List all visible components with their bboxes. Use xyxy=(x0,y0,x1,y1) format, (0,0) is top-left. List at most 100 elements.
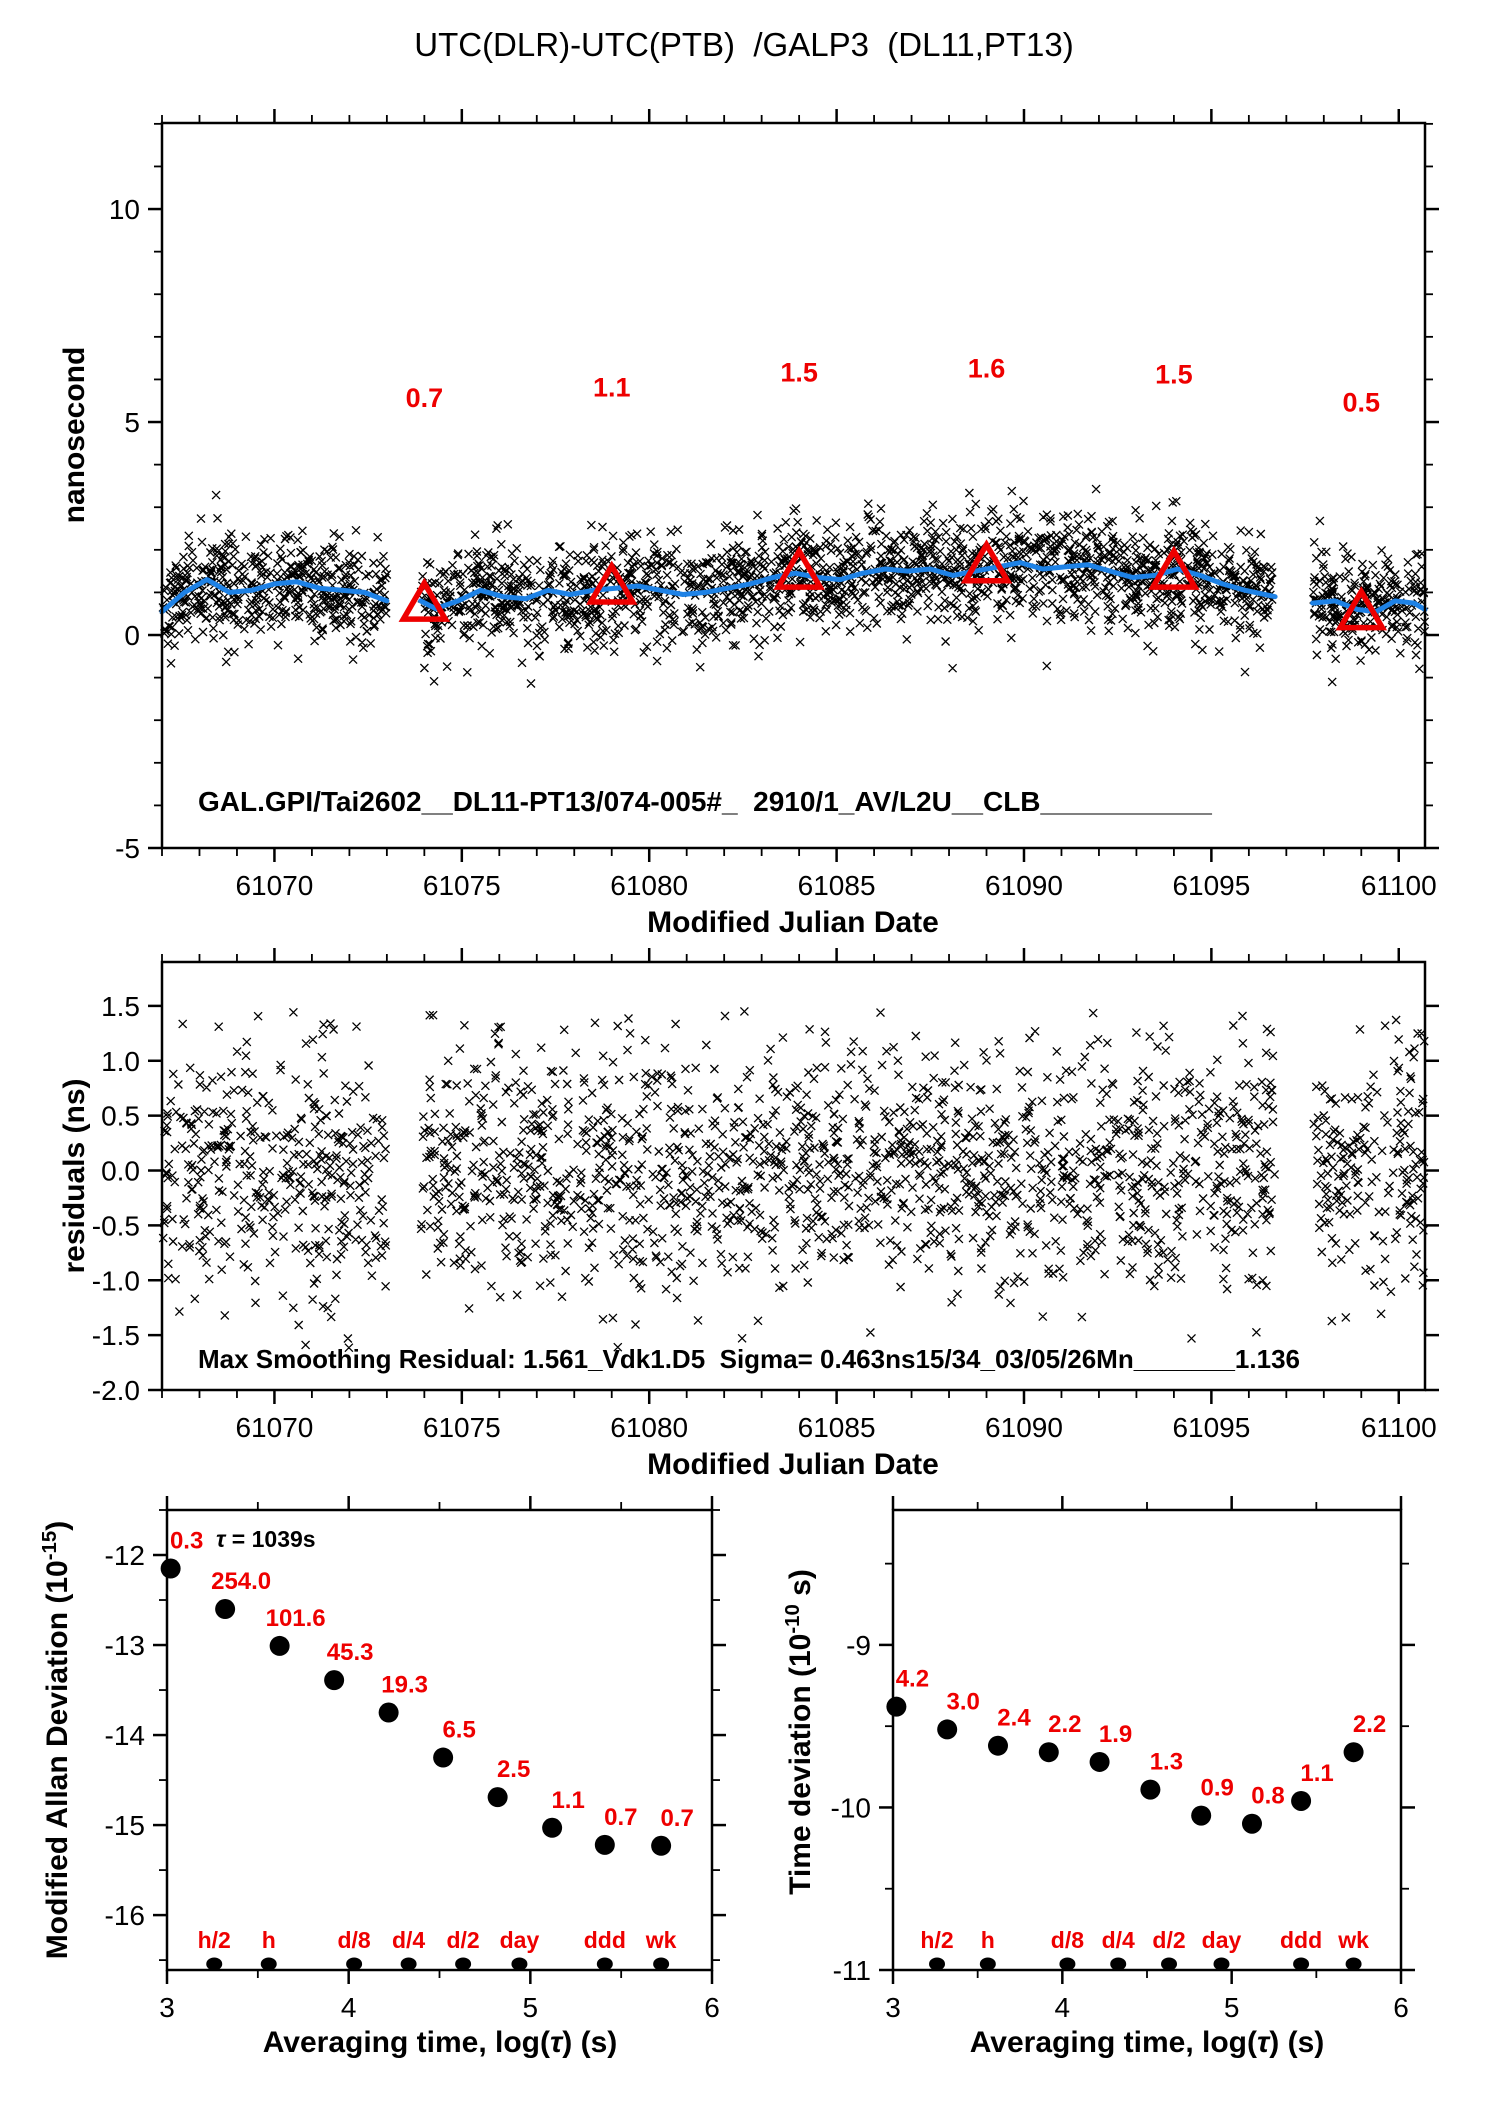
tdev-y-axis-label-pre: Time deviation (10 xyxy=(784,1633,817,1895)
phase-ticks xyxy=(148,109,1439,862)
phase-calibration-triangle xyxy=(1148,545,1200,590)
mdev-x-axis-label-tau: τ xyxy=(550,2026,563,2059)
phase-triangle-value-label: 0.7 xyxy=(406,383,444,413)
mdev-y-axis-label: Modified Allan Deviation (10-15) xyxy=(39,1521,75,1959)
residuals-y-tick-label: 0.5 xyxy=(101,1101,140,1132)
tdev-x-tick-label: 3 xyxy=(885,1992,901,2023)
mdev-y-tick-label: -16 xyxy=(105,1900,145,1931)
tdev-data-point xyxy=(937,1719,958,1740)
mdev-period-label: d/4 xyxy=(392,1927,425,1953)
residuals-y-tick-label: -1.0 xyxy=(92,1265,140,1296)
tdev-period-dot xyxy=(1293,1957,1310,1971)
residuals-y-tick-label: -1.5 xyxy=(92,1320,140,1351)
tdev-period-label: wk xyxy=(1337,1927,1369,1953)
tdev-period-dot xyxy=(1345,1957,1362,1971)
mdev-period-dot xyxy=(596,1957,613,1971)
phase-y-tick-label: 10 xyxy=(109,194,140,225)
mdev-period-dot xyxy=(260,1957,277,1971)
mdev-period-dot xyxy=(346,1957,363,1971)
residuals-x-tick-label: 61080 xyxy=(610,1412,688,1443)
phase-y-axis-label: nanosecond xyxy=(58,346,91,524)
residuals-minor-ticks xyxy=(161,954,1363,1398)
tdev-minor-ticks xyxy=(885,1502,1409,1978)
residuals-y-axis-label: residuals (ns) xyxy=(58,1078,91,1274)
mdev-point-value-label: 6.5 xyxy=(442,1717,475,1744)
mdev-x-tick-label: 5 xyxy=(523,1992,539,2023)
mdev-point-value-label: 45.3 xyxy=(327,1639,374,1666)
residuals-y-tick-label: 1.5 xyxy=(101,991,140,1022)
tdev-y-tick-label: -9 xyxy=(846,1630,871,1661)
mdev-x-axis-label-pre: Averaging time, log( xyxy=(262,2026,550,2059)
mdev-period-label: day xyxy=(500,1927,540,1953)
mdev-period-dot xyxy=(400,1957,417,1971)
phase-calibration-triangle xyxy=(585,560,638,605)
tdev-period-dot xyxy=(1110,1957,1127,1971)
mdev-data-point xyxy=(215,1599,236,1620)
residuals-annotation: Max Smoothing Residual: 1.561_Vdk1.D5 Si… xyxy=(198,1344,1300,1374)
mdev-point-value-label: 19.3 xyxy=(381,1672,428,1699)
mdev-x-tick-label: 6 xyxy=(704,1992,720,2023)
residuals-y-tick-label: -0.5 xyxy=(92,1210,140,1241)
residuals-x-tick-label: 61100 xyxy=(1361,1412,1437,1443)
tdev-x-axis-label-post: ) (s) xyxy=(1269,2026,1325,2059)
mdev-point-value-label: 2.5 xyxy=(497,1756,530,1783)
phase-x-tick-label: 61090 xyxy=(985,870,1063,901)
tdev-x-tick-label: 6 xyxy=(1393,1992,1409,2023)
mdev-point-value-label: 0.3 xyxy=(170,1528,203,1555)
phase-x-tick-label: 61070 xyxy=(235,870,313,901)
residuals-x-tick-label: 61090 xyxy=(985,1412,1063,1443)
tdev-period-label: h xyxy=(981,1927,995,1953)
phase-calibration-triangle xyxy=(1335,586,1388,631)
residuals-x-tick-label: 61075 xyxy=(423,1412,501,1443)
mdev-data-point xyxy=(651,1835,672,1856)
tdev-period-dot xyxy=(979,1957,996,1971)
phase-x-tick-label: 61095 xyxy=(1172,870,1250,901)
tdev-point-value-label: 4.2 xyxy=(896,1666,929,1693)
tdev-data-point xyxy=(1191,1805,1212,1826)
phase-triangle-value-label: 1.6 xyxy=(968,353,1006,383)
phase-calibration-triangle xyxy=(773,545,825,590)
phase-x-tick-label: 61085 xyxy=(798,870,876,901)
residuals-scatter-points xyxy=(158,1006,1429,1353)
tdev-data-point xyxy=(1343,1742,1364,1763)
tdev-x-axis-label: Averaging time, log(τ) (s) xyxy=(970,2026,1325,2060)
mdev-ticks xyxy=(153,1496,726,1984)
tdev-point-value-label: 1.1 xyxy=(1300,1760,1333,1787)
phase-x-tick-label: 61100 xyxy=(1361,870,1437,901)
phase-triangle-value-label: 0.5 xyxy=(1343,387,1381,417)
phase-y-tick-label: 0 xyxy=(124,620,140,651)
mdev-y-tick-label: -13 xyxy=(105,1630,145,1661)
tdev-period-label: d/8 xyxy=(1051,1927,1084,1953)
phase-y-tick-label: 5 xyxy=(124,407,140,438)
phase-x-tick-label: 61075 xyxy=(423,870,501,901)
tdev-period-dot xyxy=(1161,1957,1178,1971)
mdev-period-label: h xyxy=(262,1927,276,1953)
mdev-point-value-label: 0.7 xyxy=(604,1804,637,1831)
mdev-y-axis-label-post: ) xyxy=(41,1520,74,1531)
mdev-y-tick-label: -15 xyxy=(105,1810,145,1841)
tdev-x-axis-label-tau: τ xyxy=(1257,2026,1270,2059)
mdev-period-label: d/8 xyxy=(337,1927,370,1953)
tdev-point-value-label: 2.2 xyxy=(1353,1711,1386,1738)
phase-x-tick-label: 61080 xyxy=(610,870,688,901)
tdev-point-value-label: 2.2 xyxy=(1048,1711,1081,1738)
mdev-data-point xyxy=(487,1787,508,1808)
tdev-x-axis-label-pre: Averaging time, log( xyxy=(969,2026,1257,2059)
mdev-data-point xyxy=(324,1670,345,1691)
mdev-x-tick-label: 4 xyxy=(341,1992,357,2023)
residuals-y-tick-label: 1.0 xyxy=(101,1046,140,1077)
mdev-data-point xyxy=(433,1747,454,1768)
tdev-period-dot xyxy=(1213,1957,1230,1971)
residuals-y-tick-label: 0.0 xyxy=(101,1156,140,1187)
tdev-point-value-label: 3.0 xyxy=(946,1688,979,1715)
residuals-y-tick-label: -2.0 xyxy=(92,1375,140,1406)
mdev-period-label: ddd xyxy=(584,1927,626,1953)
mdev-point-value-label: 101.6 xyxy=(266,1605,326,1632)
mdev-y-axis-label-pre: Modified Allan Deviation (10 xyxy=(41,1560,74,1960)
mdev-point-value-label: 0.7 xyxy=(660,1805,693,1832)
mdev-x-axis-label-post: ) (s) xyxy=(562,2026,618,2059)
phase-y-tick-label: -5 xyxy=(115,833,140,864)
tdev-data-point xyxy=(1140,1779,1161,1800)
tdev-y-tick-label: -11 xyxy=(833,1955,871,1986)
mdev-data-point xyxy=(160,1558,181,1579)
